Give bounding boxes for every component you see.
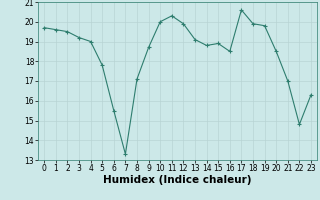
- X-axis label: Humidex (Indice chaleur): Humidex (Indice chaleur): [103, 175, 252, 185]
